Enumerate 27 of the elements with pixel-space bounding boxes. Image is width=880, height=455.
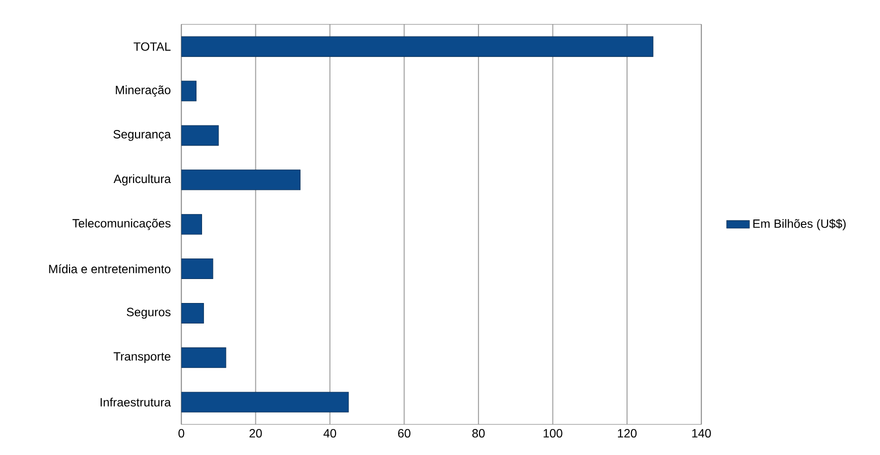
y-tick-label: TOTAL (134, 42, 171, 51)
x-tick-label: 0 (178, 429, 184, 438)
x-tick-label: 100 (544, 429, 562, 438)
y-tick-label: Segurança (113, 130, 171, 141)
x-tick-label: 20 (250, 429, 262, 438)
bar (181, 214, 202, 235)
y-tick-label: Agricultura (114, 174, 171, 186)
bar (181, 80, 196, 102)
x-tick-label: 80 (472, 429, 485, 438)
x-tick-label: 60 (398, 429, 410, 438)
bar (181, 125, 219, 146)
x-tick-label: 40 (324, 429, 336, 438)
y-tick-label: Telecomunicações (72, 218, 170, 230)
bar (181, 392, 349, 412)
bar (181, 258, 214, 280)
y-tick-label: Mineração (116, 85, 170, 97)
y-tick-label: Infraestrutura (100, 398, 171, 407)
bar (181, 302, 204, 324)
y-tick-label: Seguros (126, 308, 170, 319)
bar (181, 347, 226, 368)
bar (181, 36, 654, 57)
x-tick-label: 120 (618, 429, 637, 438)
bar (181, 170, 300, 190)
y-tick-label: Mídia e entretenimento (49, 264, 170, 274)
y-tick-label: Transporte (114, 352, 170, 364)
legend-label: Em Bilhões (U$$) (753, 218, 846, 230)
x-tick-label: 140 (692, 429, 711, 438)
